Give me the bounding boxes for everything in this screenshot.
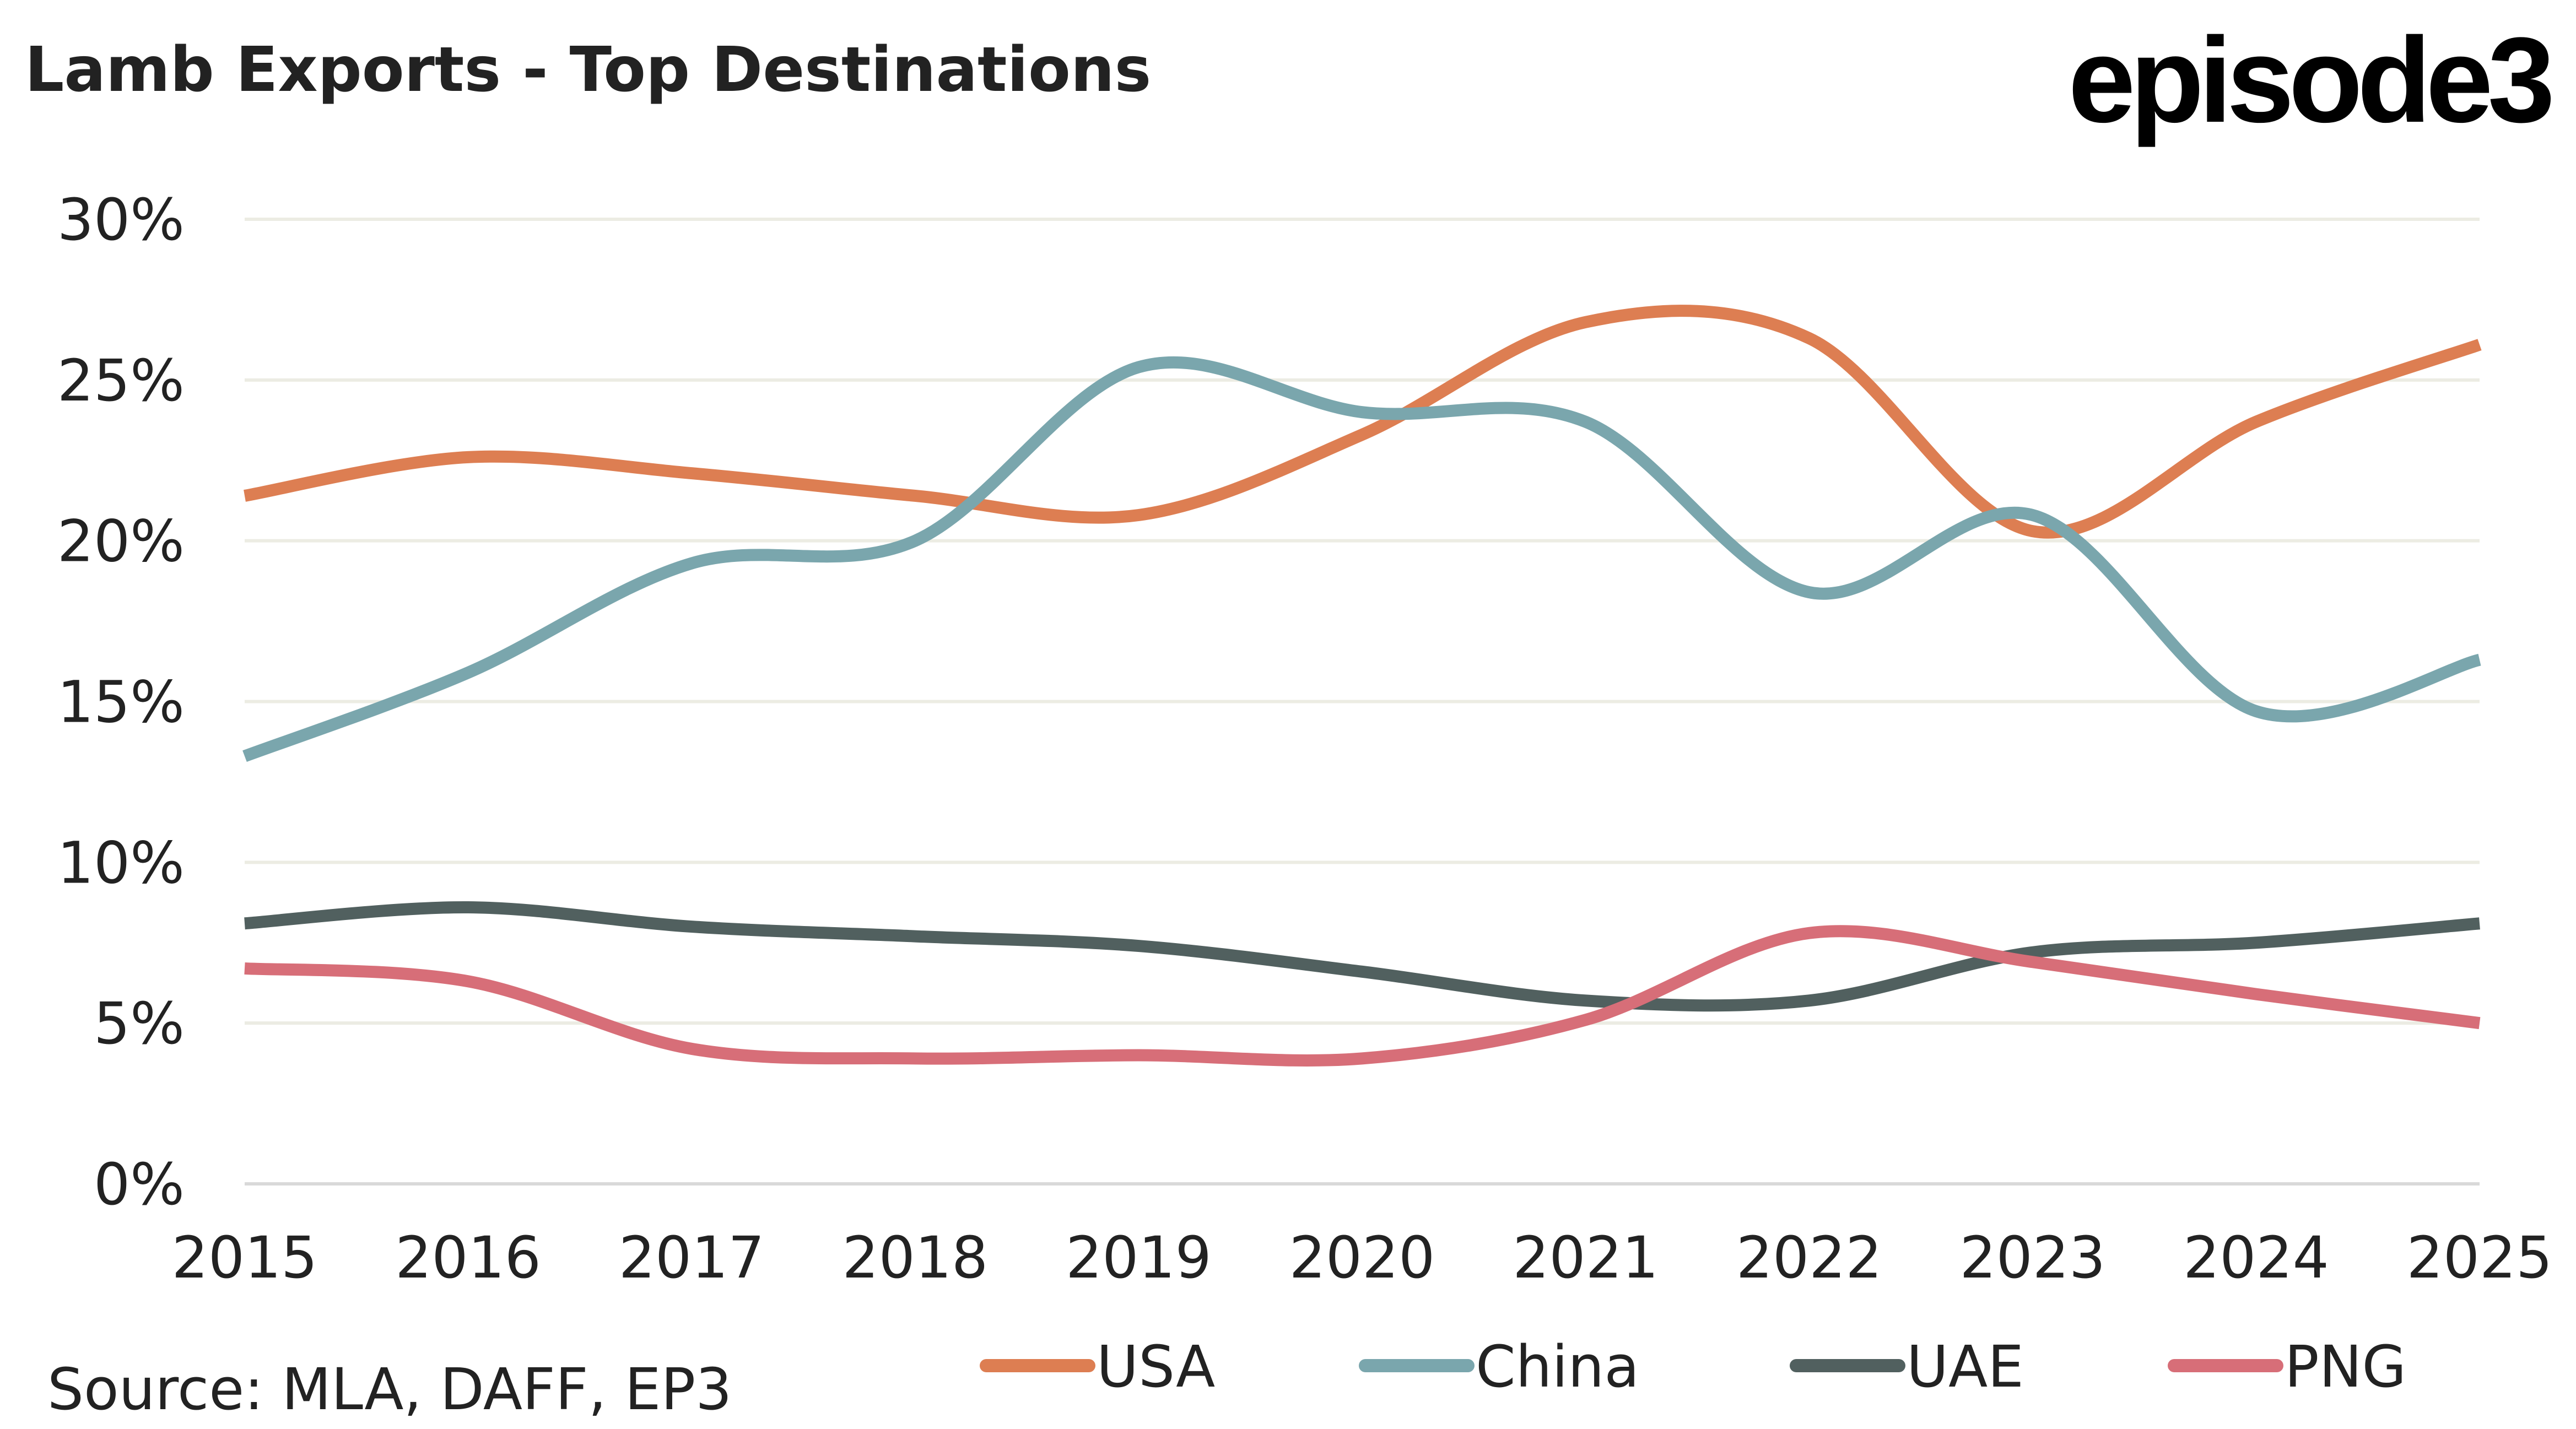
y-axis-ticks: 0% 5% 10% 15% 20% 25% 30%: [57, 186, 185, 1218]
legend-label: China: [1476, 1333, 1639, 1400]
gridlines: [245, 218, 2480, 1186]
series-lines: [242, 305, 2482, 1067]
y-tick-label: 25%: [57, 347, 185, 414]
y-tick-label: 15%: [57, 669, 185, 736]
y-tick-label: 5%: [94, 990, 185, 1057]
source-note: Source: MLA, DAFF, EP3: [47, 1356, 732, 1423]
legend-item-usa: USA: [980, 1333, 1215, 1400]
series-line-uae: [244, 901, 2480, 1012]
y-tick-label: 20%: [57, 508, 185, 575]
x-tick-label: 2022: [1736, 1224, 1882, 1291]
x-tick-label: 2016: [395, 1224, 541, 1291]
series-line-usa: [244, 305, 2482, 539]
legend-label: PNG: [2285, 1333, 2406, 1400]
legend-item-uae: UAE: [1790, 1333, 2024, 1400]
x-tick-label: 2017: [619, 1224, 765, 1291]
series-line-png: [244, 925, 2481, 1067]
x-tick-label: 2023: [1959, 1224, 2105, 1291]
x-tick-label: 2024: [2183, 1224, 2329, 1291]
legend-item-png: PNG: [2168, 1333, 2406, 1400]
y-tick-label: 0%: [94, 1151, 185, 1218]
y-tick-label: 30%: [57, 186, 185, 253]
legend-label: UAE: [1907, 1333, 2024, 1400]
x-tick-label: 2021: [1513, 1224, 1659, 1291]
x-tick-label: 2020: [1289, 1224, 1435, 1291]
x-tick-label: 2025: [2407, 1224, 2553, 1291]
chart-title: Lamb Exports - Top Destinations: [25, 34, 1151, 106]
legend: USA China UAE PNG: [980, 1333, 2406, 1400]
y-tick-label: 10%: [57, 829, 185, 896]
x-tick-label: 2018: [842, 1224, 988, 1291]
series-line-china: [242, 356, 2481, 762]
x-axis-ticks: 2015 2016 2017 2018 2019 2020 2021 2022 2023 2024…: [172, 1224, 2553, 1291]
legend-label: USA: [1097, 1333, 1215, 1400]
x-tick-label: 2015: [172, 1224, 318, 1291]
legend-item-china: China: [1359, 1333, 1639, 1400]
x-tick-label: 2019: [1066, 1224, 1212, 1291]
episode3-logo: episode3: [2068, 12, 2551, 148]
